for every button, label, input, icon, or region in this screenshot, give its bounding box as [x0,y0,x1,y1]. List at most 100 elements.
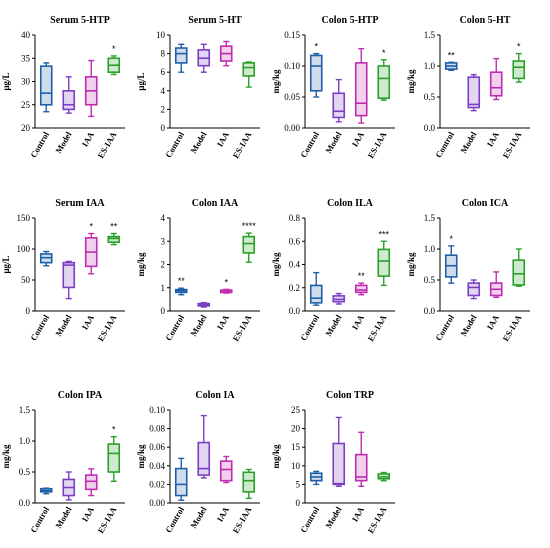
y-tick-label: 4 [161,86,166,96]
y-tick-label: 1.5 [424,30,436,40]
panel-colon-ica: Colon ICA 0.0 0.5 1.0 1.5 mg/kg * Control Model I… [406,198,530,343]
significance-label: * [517,42,521,52]
y-tick-label: 150 [17,213,31,223]
y-axis-label: mg/kg [271,252,281,277]
x-category-label: Model [188,312,209,338]
box-es-iaa: * [107,425,121,482]
iqr-box [354,453,368,482]
x-category-label: Model [188,129,209,155]
y-tick-label: 0 [161,123,166,133]
y-axis-label: mg/kg [1,444,11,469]
y-tick-label: 0.08 [149,424,165,434]
box-iaa [354,431,368,487]
y-tick-label: 0.00 [149,498,165,508]
box-iaa [489,271,503,299]
x-category-label: ES-IAA [500,129,523,160]
panel-colon-iaa: Colon IAA 0 1 2 3 4 mg/kg ** Control Model * IAA ***… [136,198,260,343]
panel-colon-ila: Colon ILA 0.0 0.2 0.4 0.6 0.8 mg/kg Control Mode… [271,198,395,343]
box-es-iaa: * [512,42,526,83]
y-tick-label: 0.2 [289,283,300,293]
iqr-box [242,62,256,77]
x-category-label: Control [28,312,51,342]
iqr-box [197,441,211,476]
x-category-label: IAA [80,312,97,331]
significance-label: ** [358,271,366,281]
x-category-label: IAA [485,312,502,331]
panel-title: Colon ICA [462,198,509,209]
significance-label: ** [178,276,186,286]
y-tick-label: 30 [21,77,31,87]
y-tick-label: 3 [161,236,166,246]
iqr-box [84,474,98,491]
iqr-box [242,235,256,254]
significance-label: * [112,425,116,435]
box-model [332,78,346,123]
x-category-label: Control [298,504,321,534]
significance-label: * [89,222,93,232]
panel-title: Colon IPA [58,390,103,401]
y-axis-label: mg/kg [136,444,146,469]
y-tick-label: 5 [296,479,301,489]
box-iaa: * [219,277,233,294]
y-axis-label: mg/kg [271,69,281,94]
y-tick-label: 0.0 [424,306,436,316]
y-tick-label: 15 [291,442,301,452]
y-tick-label: 0.15 [284,30,300,40]
y-tick-label: 10 [156,30,166,40]
box-control [174,43,188,73]
x-category-label: IAA [80,504,97,523]
y-tick-label: 6 [161,67,166,77]
iqr-box [174,47,188,64]
x-category-label: ES-IAA [95,312,118,343]
significance-label: * [449,234,453,244]
panel-title: Colon TRP [326,390,374,401]
iqr-box [309,54,323,92]
iqr-box [219,460,233,482]
x-category-label: ES-IAA [95,504,118,535]
y-tick-label: 1.0 [424,61,436,71]
box-es-iaa: ** [107,222,121,246]
box-model [197,414,211,479]
panel-serum-5-ht: Serum 5-HT 0 2 4 6 8 10 μg/L Control Model IAA ES-I… [136,15,260,160]
x-category-label: ES-IAA [95,129,118,160]
box-iaa: * [84,222,98,275]
significance-label: * [112,44,116,54]
box-es-iaa [512,248,526,287]
y-tick-label: 0.8 [289,213,301,223]
y-axis-label: μg/L [136,72,146,90]
x-category-label: IAA [215,312,232,331]
box-es-iaa: * [377,48,391,101]
iqr-box [467,76,481,109]
x-category-label: Model [53,312,74,338]
significance-label: * [314,42,318,52]
box-control [174,457,188,501]
iqr-box [512,259,526,286]
panel-colon-5-htp: Colon 5-HTP 0.00 0.05 0.10 0.15 mg/kg * Control… [271,15,395,160]
x-category-label: Model [323,504,344,530]
box-control [39,487,53,495]
y-tick-label: 1.5 [19,405,31,415]
box-control [309,271,323,306]
x-category-label: IAA [80,129,97,148]
y-tick-label: 0.0 [289,306,301,316]
box-es-iaa [242,468,256,500]
y-axis-label: μg/L [1,72,11,90]
significance-label: * [224,277,228,287]
y-tick-label: 8 [161,49,166,59]
box-es-iaa: **** [242,221,256,263]
iqr-box [309,284,323,304]
y-tick-label: 0.0 [424,123,436,133]
box-control: * [309,42,323,98]
y-tick-label: 0.04 [149,461,165,471]
y-tick-label: 1.0 [19,436,31,446]
box-iaa [219,455,233,484]
y-tick-label: 50 [21,275,31,285]
box-model [197,301,211,308]
y-tick-label: 0.5 [424,92,436,102]
x-category-label: Control [433,129,456,159]
x-category-label: Control [298,312,321,342]
box-iaa [219,40,233,67]
panel-colon-ipa: Colon IPA 0.0 0.5 1.0 1.5 mg/kg Control Model IA… [1,390,125,535]
box-es-iaa: *** [377,229,391,287]
